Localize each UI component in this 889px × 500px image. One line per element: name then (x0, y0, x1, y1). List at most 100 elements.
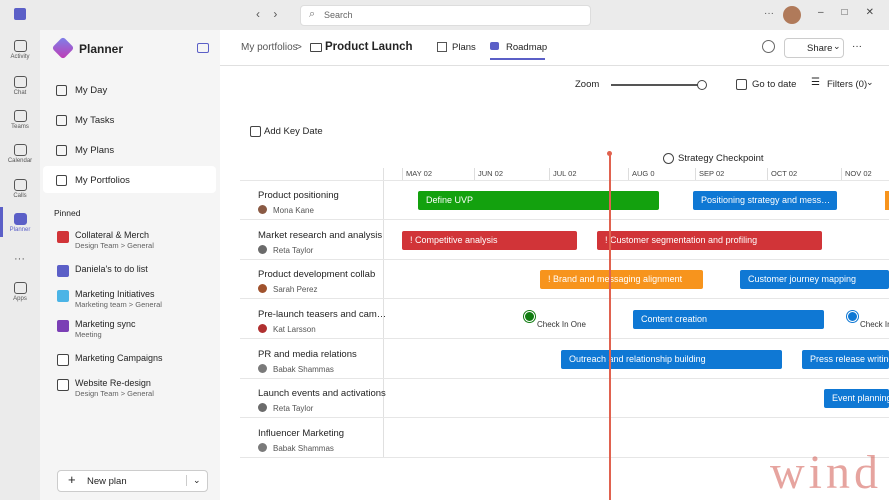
row-name[interactable]: PR and media relations (258, 349, 357, 360)
more-button[interactable]: ··· (764, 8, 774, 19)
roadmap-item[interactable]: Content creation (633, 310, 824, 329)
pinned-plan-sub: Marketing team > General (75, 300, 162, 309)
today-dot (607, 151, 612, 156)
pinned-plan[interactable]: Collateral & Merch (75, 230, 150, 240)
nav-item[interactable]: My Portfolios (75, 175, 130, 186)
back-button[interactable]: ‹ › (256, 7, 278, 21)
row-name[interactable]: Influencer Marketing (258, 428, 345, 439)
month-tick (695, 168, 696, 180)
rail-label[interactable]: Calendar (7, 158, 33, 164)
pinned-plan[interactable]: Marketing Campaigns (75, 353, 163, 363)
user-avatar[interactable] (783, 6, 801, 24)
column-divider (383, 168, 384, 458)
plan-icon (57, 320, 69, 332)
rail-label[interactable]: Chat (13, 90, 27, 96)
share-button[interactable]: Share ⌄ (784, 38, 844, 58)
row-divider (240, 180, 889, 181)
rail-label[interactable]: Teams (11, 124, 29, 130)
roadmap-icon (490, 42, 499, 50)
filters[interactable]: Filters (0) (827, 79, 868, 90)
row-divider (240, 219, 889, 220)
rail-icon[interactable] (14, 179, 27, 191)
pinned-plan[interactable]: Marketing Initiatives (75, 289, 155, 299)
nav-item[interactable]: My Day (75, 85, 108, 96)
window-controls[interactable]: –□✕ (818, 7, 889, 18)
tab[interactable]: Plans (452, 42, 476, 53)
zoom-label: Zoom (575, 79, 600, 90)
calendar-icon (736, 79, 747, 90)
folder-icon (310, 43, 322, 52)
pinned-plan[interactable]: Marketing sync (75, 319, 136, 329)
owner-avatar (258, 403, 267, 412)
row-name[interactable]: Product positioning (258, 190, 339, 201)
nav-selected (43, 166, 216, 193)
row-name[interactable]: Pre-launch teasers and cam… (258, 309, 387, 320)
pinned-plan[interactable]: Website Re-design (75, 378, 151, 388)
roadmap-item[interactable]: ! Brand and messaging alignment (540, 270, 703, 289)
pinned-plan-sub: Design Team > General (75, 389, 154, 398)
rail-icon[interactable] (14, 40, 27, 52)
rail-label[interactable]: Apps (13, 296, 27, 302)
owner-name: Babak Shammas (273, 444, 334, 453)
rail-icon[interactable] (14, 76, 27, 88)
plans-icon (437, 42, 447, 52)
rail-label[interactable]: Activity (10, 54, 30, 60)
row-name[interactable]: Market research and analysis (258, 230, 383, 241)
pinned-plan[interactable]: Daniela's to do list (75, 264, 148, 274)
roadmap-item[interactable]: Event planning (824, 389, 889, 408)
collapse-button[interactable] (197, 43, 209, 53)
zoom-thumb[interactable] (697, 80, 707, 90)
row-name[interactable]: Launch events and activations (258, 388, 386, 399)
rail-icon[interactable] (14, 144, 27, 156)
sidebar-title: Planner (79, 42, 124, 56)
rail-icon[interactable] (14, 282, 27, 294)
roadmap-item[interactable]: ! Competitive analysis (402, 231, 577, 250)
share-label: Share (807, 43, 833, 54)
rail-icon[interactable] (14, 110, 27, 122)
row-divider (240, 338, 889, 339)
teams-logo (14, 8, 26, 20)
nav-icon (56, 175, 67, 186)
rail-icon[interactable] (14, 213, 27, 225)
month-label: OCT 02 (771, 169, 798, 178)
planner-sidebar (40, 30, 220, 500)
tab-active[interactable]: Roadmap (506, 42, 548, 53)
roadmap-item[interactable]: Positioning strategy and mess… (693, 191, 837, 210)
breadcrumb[interactable]: My portfolios (241, 42, 298, 53)
nav-item[interactable]: My Tasks (75, 115, 115, 126)
rail-label[interactable]: Calls (13, 193, 27, 199)
month-label: JUN 02 (478, 169, 504, 178)
nav-item[interactable]: My Plans (75, 145, 115, 156)
month-label: SEP 02 (699, 169, 725, 178)
bar[interactable] (885, 191, 889, 210)
owner-name: Reta Taylor (273, 404, 314, 413)
new-plan-menu[interactable]: ⌄ (186, 475, 201, 486)
month-label: JUL 02 (553, 169, 577, 178)
roadmap-item[interactable]: Outreach and relationship building (561, 350, 782, 369)
more-apps[interactable]: ··· (14, 253, 25, 265)
roadmap-item[interactable]: ! Customer segmentation and profiling (597, 231, 822, 250)
go-to-date[interactable]: Go to date (752, 79, 797, 90)
new-plan-button[interactable]: + New plan ⌄ (57, 470, 208, 492)
more-button[interactable]: ··· (852, 41, 862, 52)
plan-icon (57, 265, 69, 277)
roadmap-item[interactable]: Customer journey mapping (740, 270, 889, 289)
plan-icon (57, 379, 69, 391)
roadmap-item[interactable]: Define UVP (418, 191, 659, 210)
milestone[interactable] (847, 311, 858, 322)
pinned-label: Pinned (54, 208, 81, 218)
people-icon[interactable] (762, 40, 775, 53)
rail-label[interactable]: Planner (9, 227, 31, 233)
owner-avatar (258, 324, 267, 333)
milestone-label: Check In One (537, 320, 586, 329)
search-box[interactable]: ⌕ Search (300, 5, 591, 26)
milestone-label: Check In (860, 320, 889, 329)
tab-underline (490, 58, 545, 60)
key-date-label: Strategy Checkpoint (678, 153, 764, 164)
add-key-date[interactable]: Add Key Date (264, 126, 323, 137)
row-name[interactable]: Product development collab (258, 269, 376, 280)
milestone[interactable] (524, 311, 535, 322)
roadmap-item[interactable]: Press release writing (802, 350, 889, 369)
breadcrumb-sep: > (296, 42, 302, 53)
